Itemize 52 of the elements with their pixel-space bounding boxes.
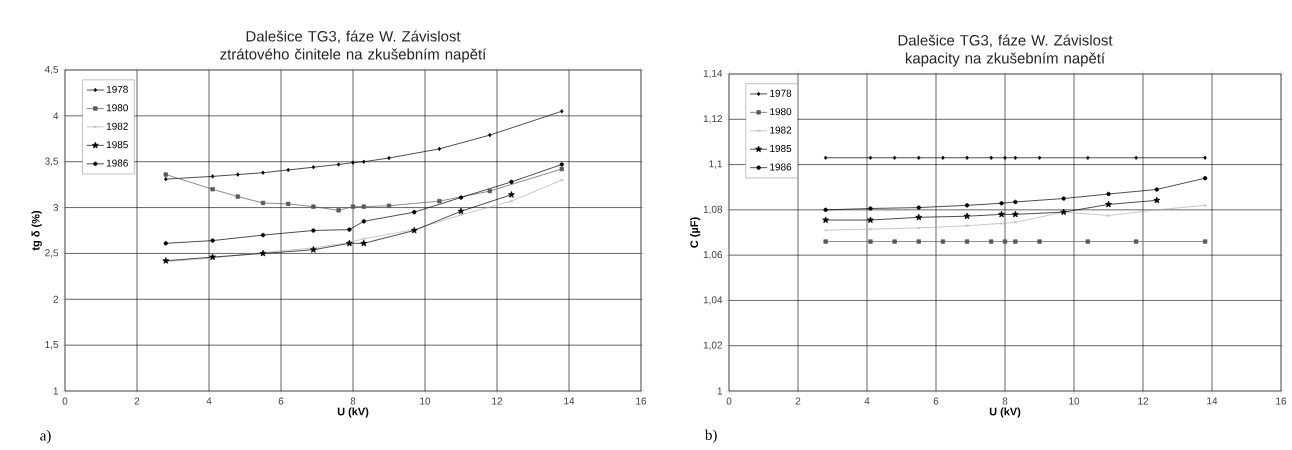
x-tick-label: 14: [1207, 397, 1218, 405]
x-axis-title: U (kV): [989, 407, 1021, 418]
y-tick-label: 3,5: [45, 157, 59, 166]
y-tick-label: 4,5: [44, 65, 59, 75]
x-tick-label: 14: [564, 397, 575, 405]
x-tick-label: 0: [62, 397, 68, 405]
x-tick-label: 12: [1138, 397, 1149, 405]
text: a): [40, 430, 51, 444]
x-tick-label: 4: [864, 397, 870, 405]
y-tick-label: 1,5: [45, 341, 59, 350]
x-tick-label: 12: [492, 397, 503, 405]
legend-label: 1978: [770, 89, 792, 97]
legend-label: 1985: [106, 141, 128, 149]
x-tick-label: 10: [1069, 397, 1080, 405]
y-tick-label: 1: [53, 387, 58, 395]
x-tick-label: 2: [795, 397, 801, 405]
legend-label: 1986: [770, 163, 792, 171]
x-tick-label: 10: [420, 397, 431, 405]
legend-label: 1985: [770, 145, 792, 153]
legend-label: 1978: [106, 85, 128, 93]
x-tick-label: 2: [134, 397, 140, 405]
y-tick-label: 3: [53, 204, 59, 212]
y-tick-label: 4: [53, 112, 59, 120]
x-tick-label: 16: [636, 397, 647, 405]
legend-label: 1982: [770, 126, 792, 134]
y-axis-title: C (µF): [690, 217, 701, 248]
y-tick-label: 2: [53, 295, 58, 303]
y-tick-label: 1,02: [703, 341, 722, 350]
x-tick-label: 8: [1002, 397, 1008, 405]
y-tick-label: 1,04: [703, 296, 723, 305]
legend-label: 1980: [106, 104, 128, 112]
y-tick-label: 1,06: [703, 251, 723, 260]
x-tick-label: 0: [726, 397, 732, 405]
legend-label: 1982: [106, 122, 128, 130]
legend-label: 1980: [770, 108, 792, 116]
x-axis-title: U (kV): [337, 407, 369, 418]
chart-title: Dalešice TG3, fáze W. Závislost kapacity na zkušebním napětí: [898, 34, 1113, 67]
chart-title: Dalešice TG3, fáze W. Závislost ztrátového činitele na zkušebním napětí: [220, 30, 487, 63]
y-tick-label: 1,1: [709, 160, 723, 169]
x-tick-label: 6: [278, 397, 284, 405]
y-tick-label: 1,12: [703, 115, 722, 124]
x-tick-label: 16: [1276, 397, 1287, 405]
y-axis-title: tg δ (%): [31, 210, 42, 251]
legend-label: 1986: [106, 159, 128, 167]
text: b): [704, 429, 717, 443]
y-tick-label: 1,08: [703, 205, 723, 214]
y-tick-label: 2,5: [45, 249, 59, 258]
x-tick-label: 8: [350, 397, 356, 405]
y-tick-label: 1: [717, 387, 723, 395]
y-tick-label: 1,14: [703, 69, 723, 79]
x-tick-label: 6: [933, 397, 939, 405]
x-tick-label: 4: [206, 397, 212, 405]
